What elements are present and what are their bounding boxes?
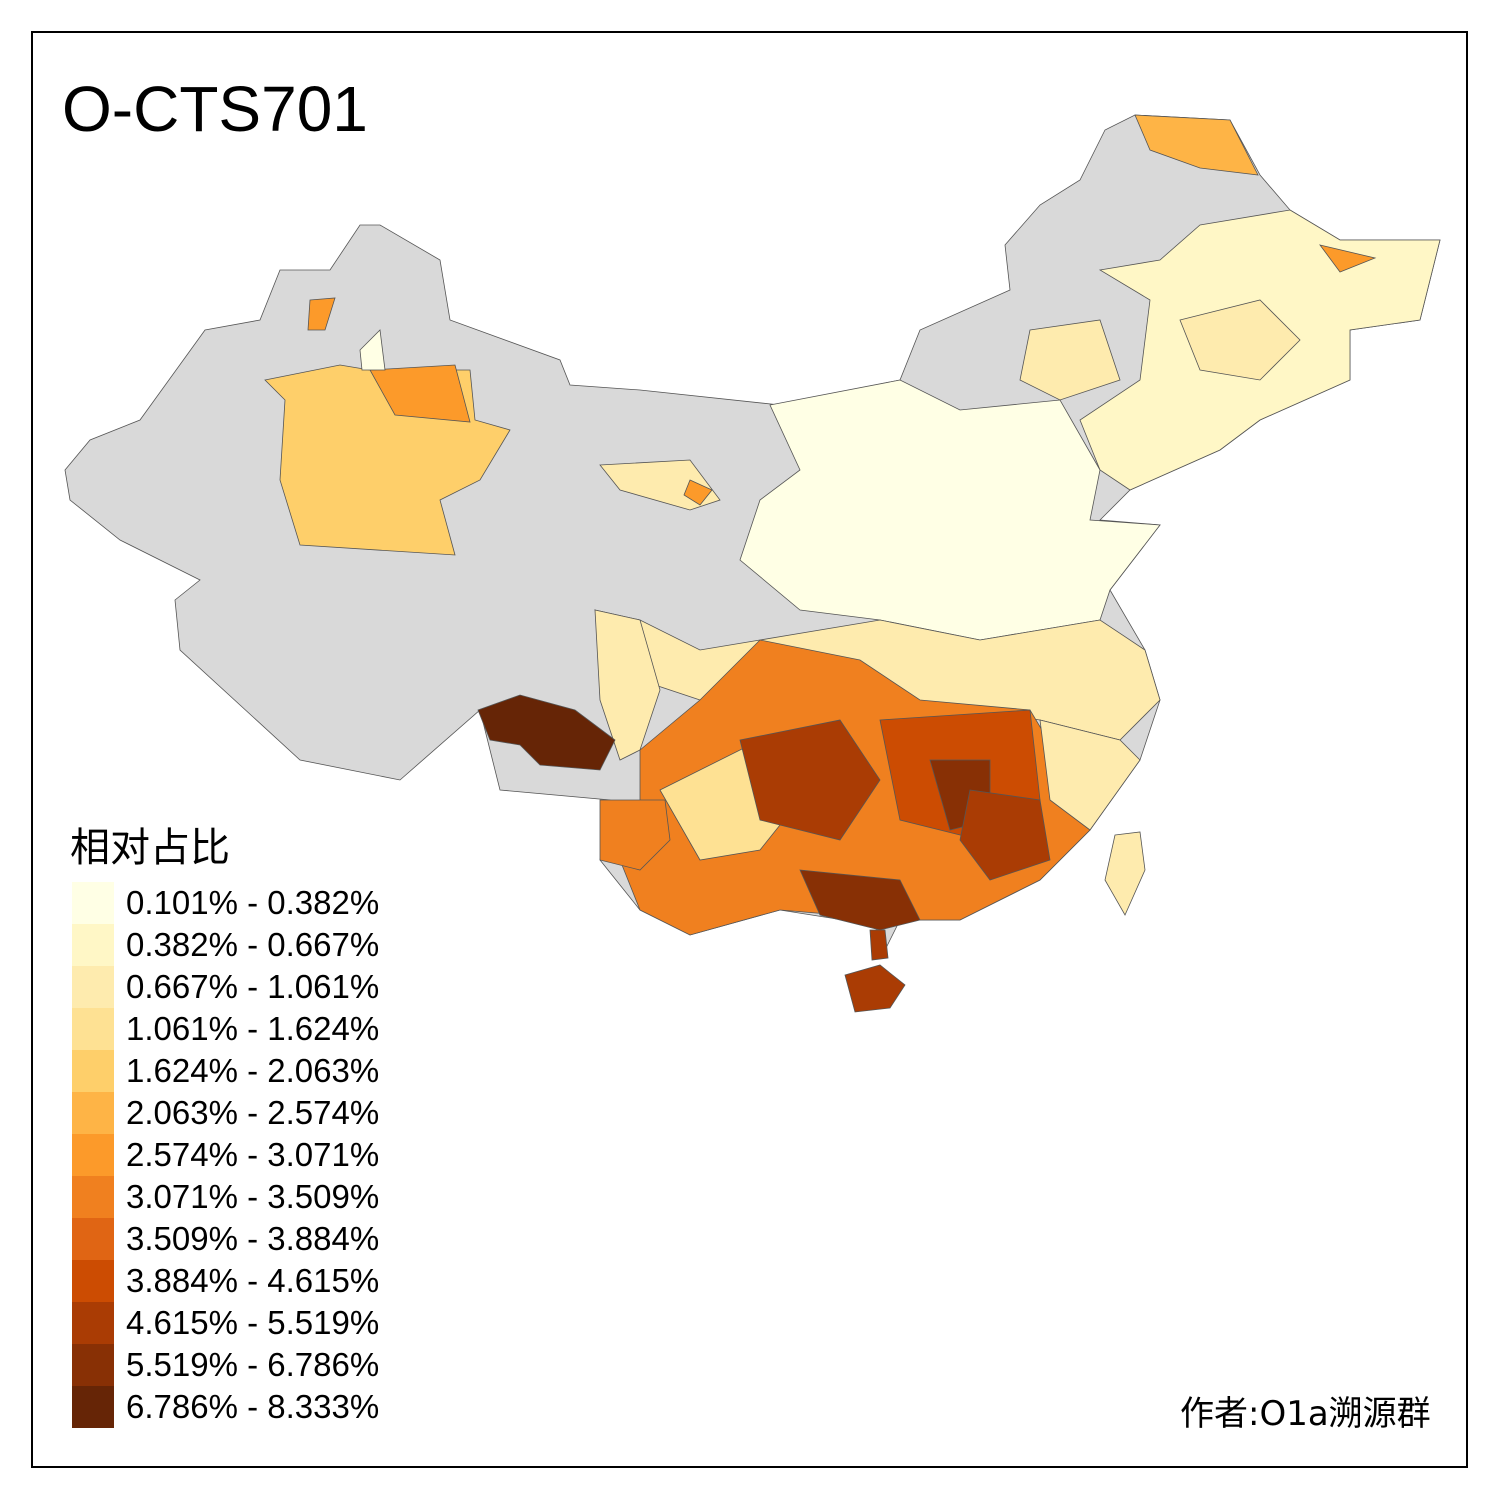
region-leizhou: [869, 929, 889, 961]
legend-swatch: [72, 966, 114, 1008]
legend-label: 3.071% - 3.509%: [126, 1178, 380, 1215]
legend-item: 3.509% - 3.884%: [72, 1218, 379, 1260]
region-xinjiang-light: [359, 329, 386, 371]
region-ningxia-orange: [683, 479, 713, 506]
legend-swatch: [72, 1050, 114, 1092]
legend-label: 6.786% - 8.333%: [126, 1388, 380, 1425]
region-yunnan-west: [599, 799, 671, 871]
region-guizhou: [739, 719, 881, 841]
legend-item: 0.382% - 0.667%: [72, 924, 379, 966]
legend-swatch: [72, 1008, 114, 1050]
legend-item: 0.667% - 1.061%: [72, 966, 379, 1008]
legend-swatch: [72, 882, 114, 924]
legend-swatch: [72, 1218, 114, 1260]
author-credit: 作者:O1a溯源群: [1180, 1394, 1431, 1434]
map-title: O-CTS701: [62, 73, 368, 145]
legend-item: 3.884% - 4.615%: [72, 1260, 379, 1302]
region-northeast-orange: [1319, 244, 1377, 273]
legend-swatch: [72, 1260, 114, 1302]
legend-swatch: [72, 1092, 114, 1134]
legend-swatch: [72, 1302, 114, 1344]
legend-label: 5.519% - 6.786%: [126, 1346, 380, 1383]
region-hainan: [844, 964, 906, 1013]
legend-label: 1.624% - 2.063%: [126, 1052, 380, 1089]
region-inner-mongolia-east: [1019, 319, 1121, 401]
legend-label: 1.061% - 1.624%: [126, 1010, 380, 1047]
legend-label: 3.509% - 3.884%: [126, 1220, 380, 1257]
legend-swatch: [72, 1134, 114, 1176]
map-frame: [31, 31, 1468, 1468]
legend-label: 0.382% - 0.667%: [126, 926, 380, 963]
region-guangdong-north: [959, 789, 1051, 881]
region-fujian: [1039, 719, 1141, 831]
legend-item: 6.786% - 8.333%: [72, 1386, 379, 1428]
region-xinjiang-orange: [369, 364, 471, 423]
legend-item: 4.615% - 5.519%: [72, 1302, 379, 1344]
legend-swatch: [72, 1344, 114, 1386]
legend-item: 1.624% - 2.063%: [72, 1050, 379, 1092]
legend-title: 相对占比: [70, 825, 230, 871]
legend-item: 2.574% - 3.071%: [72, 1134, 379, 1176]
legend-swatch: [72, 924, 114, 966]
legend-label: 0.101% - 0.382%: [126, 884, 380, 921]
legend-item: 1.061% - 1.624%: [72, 1008, 379, 1050]
legend-item: 3.071% - 3.509%: [72, 1176, 379, 1218]
legend-item: 0.101% - 0.382%: [72, 882, 379, 924]
legend-label: 4.615% - 5.519%: [126, 1304, 380, 1341]
region-tibet-se: [477, 694, 616, 771]
region-northeast-inner: [1179, 299, 1301, 381]
legend-label: 0.667% - 1.061%: [126, 968, 380, 1005]
legend-label: 2.574% - 3.071%: [126, 1136, 380, 1173]
legend-label: 2.063% - 2.574%: [126, 1094, 380, 1131]
region-far-north: [1134, 114, 1259, 176]
legend-item: 5.519% - 6.786%: [72, 1344, 379, 1386]
region-north-china: [739, 379, 1161, 641]
region-guangxi-south: [799, 869, 921, 931]
region-xinjiang-north: [307, 297, 336, 331]
region-taiwan: [1104, 831, 1146, 916]
legend-swatch: [72, 1386, 114, 1428]
legend: 0.101% - 0.382% 0.382% - 0.667% 0.667% - 1…: [72, 882, 379, 1428]
legend-swatch: [72, 1176, 114, 1218]
legend-item: 2.063% - 2.574%: [72, 1092, 379, 1134]
legend-label: 3.884% - 4.615%: [126, 1262, 380, 1299]
